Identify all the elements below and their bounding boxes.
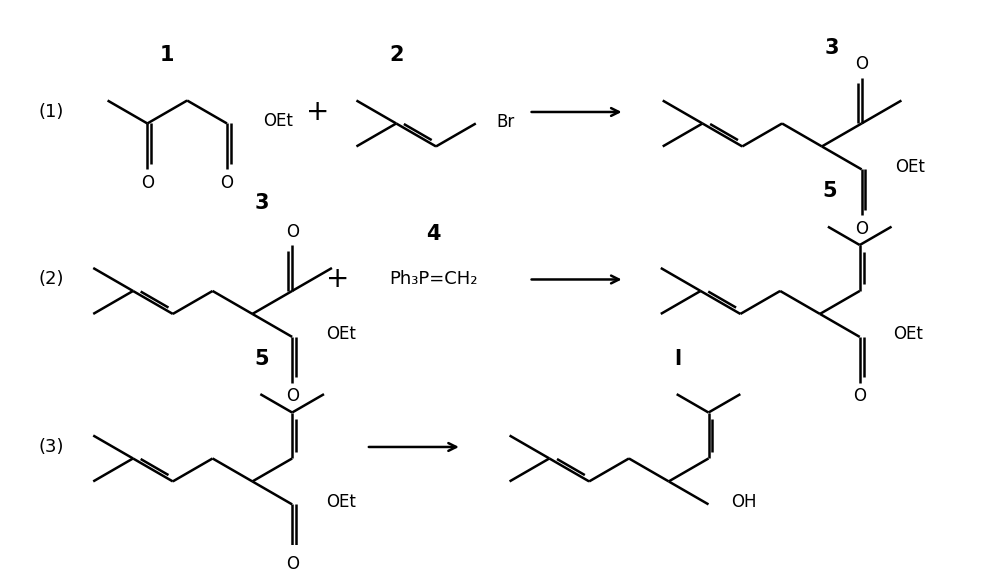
Text: OEt: OEt	[895, 158, 925, 176]
Text: 2: 2	[389, 44, 403, 64]
Text: O: O	[286, 555, 299, 569]
Text: (2): (2)	[39, 270, 64, 288]
Text: (1): (1)	[39, 103, 64, 121]
Text: Ph₃P=CH₂: Ph₃P=CH₂	[389, 270, 477, 288]
Text: OH: OH	[731, 493, 757, 512]
Text: +: +	[326, 266, 349, 294]
Text: +: +	[306, 98, 330, 126]
Text: O: O	[855, 220, 868, 238]
Text: O: O	[853, 387, 866, 405]
Text: OEt: OEt	[893, 325, 923, 343]
Text: 5: 5	[822, 182, 837, 201]
Text: 3: 3	[824, 38, 839, 58]
Text: 4: 4	[426, 225, 440, 245]
Text: 1: 1	[160, 44, 175, 64]
Text: 3: 3	[255, 193, 269, 213]
Text: OEt: OEt	[326, 325, 356, 343]
Text: l: l	[675, 349, 682, 369]
Text: (3): (3)	[39, 438, 64, 456]
Text: OEt: OEt	[263, 112, 293, 130]
Text: O: O	[141, 174, 154, 192]
Text: OEt: OEt	[326, 493, 356, 510]
Text: O: O	[855, 55, 868, 73]
Text: O: O	[286, 387, 299, 405]
Text: 5: 5	[255, 349, 269, 369]
Text: O: O	[286, 222, 299, 241]
Text: Br: Br	[497, 113, 515, 130]
Text: O: O	[220, 174, 233, 192]
